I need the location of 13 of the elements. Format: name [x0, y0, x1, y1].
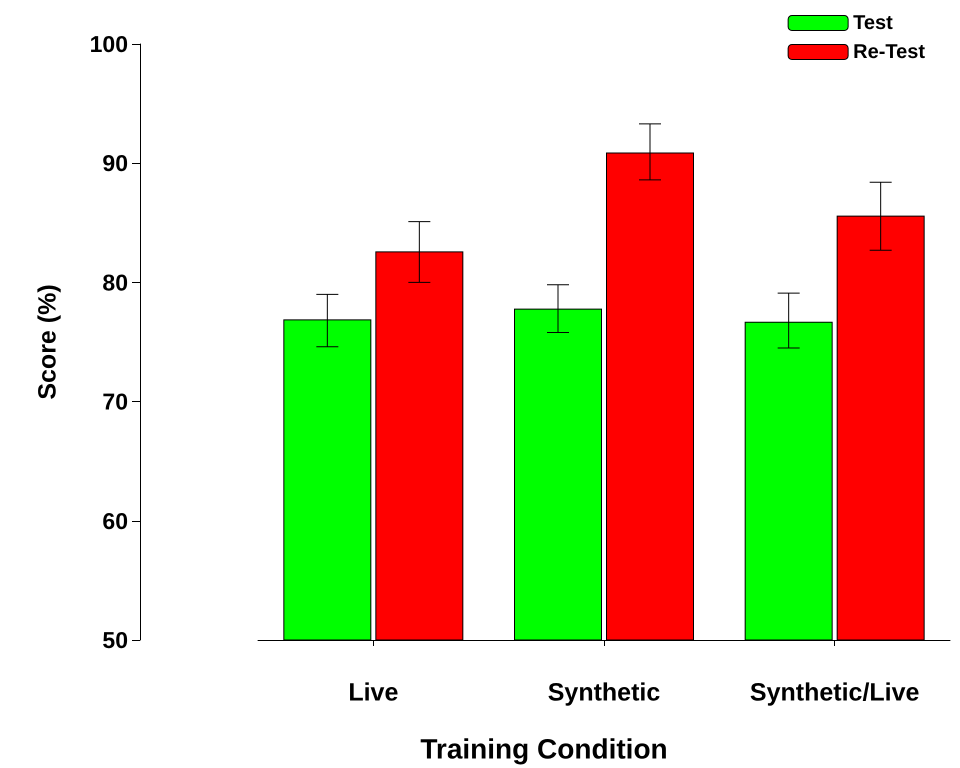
y-tick-label: 70: [102, 388, 128, 415]
y-axis-title: Score (%): [34, 284, 62, 400]
y-tick-label: 60: [102, 508, 128, 534]
y-tick-label: 90: [102, 150, 128, 176]
y-tick-label: 50: [102, 627, 128, 653]
x-tick-label: Synthetic/Live: [750, 678, 920, 706]
legend-label: Re-Test: [853, 41, 926, 63]
x-tick-label: Synthetic: [548, 678, 660, 706]
legend-label: Test: [853, 12, 894, 34]
y-tick-label: 100: [90, 31, 128, 57]
y-tick-label: 80: [102, 269, 128, 296]
x-tick-label: Live: [348, 678, 398, 706]
x-axis-title: Training Condition: [420, 734, 668, 764]
